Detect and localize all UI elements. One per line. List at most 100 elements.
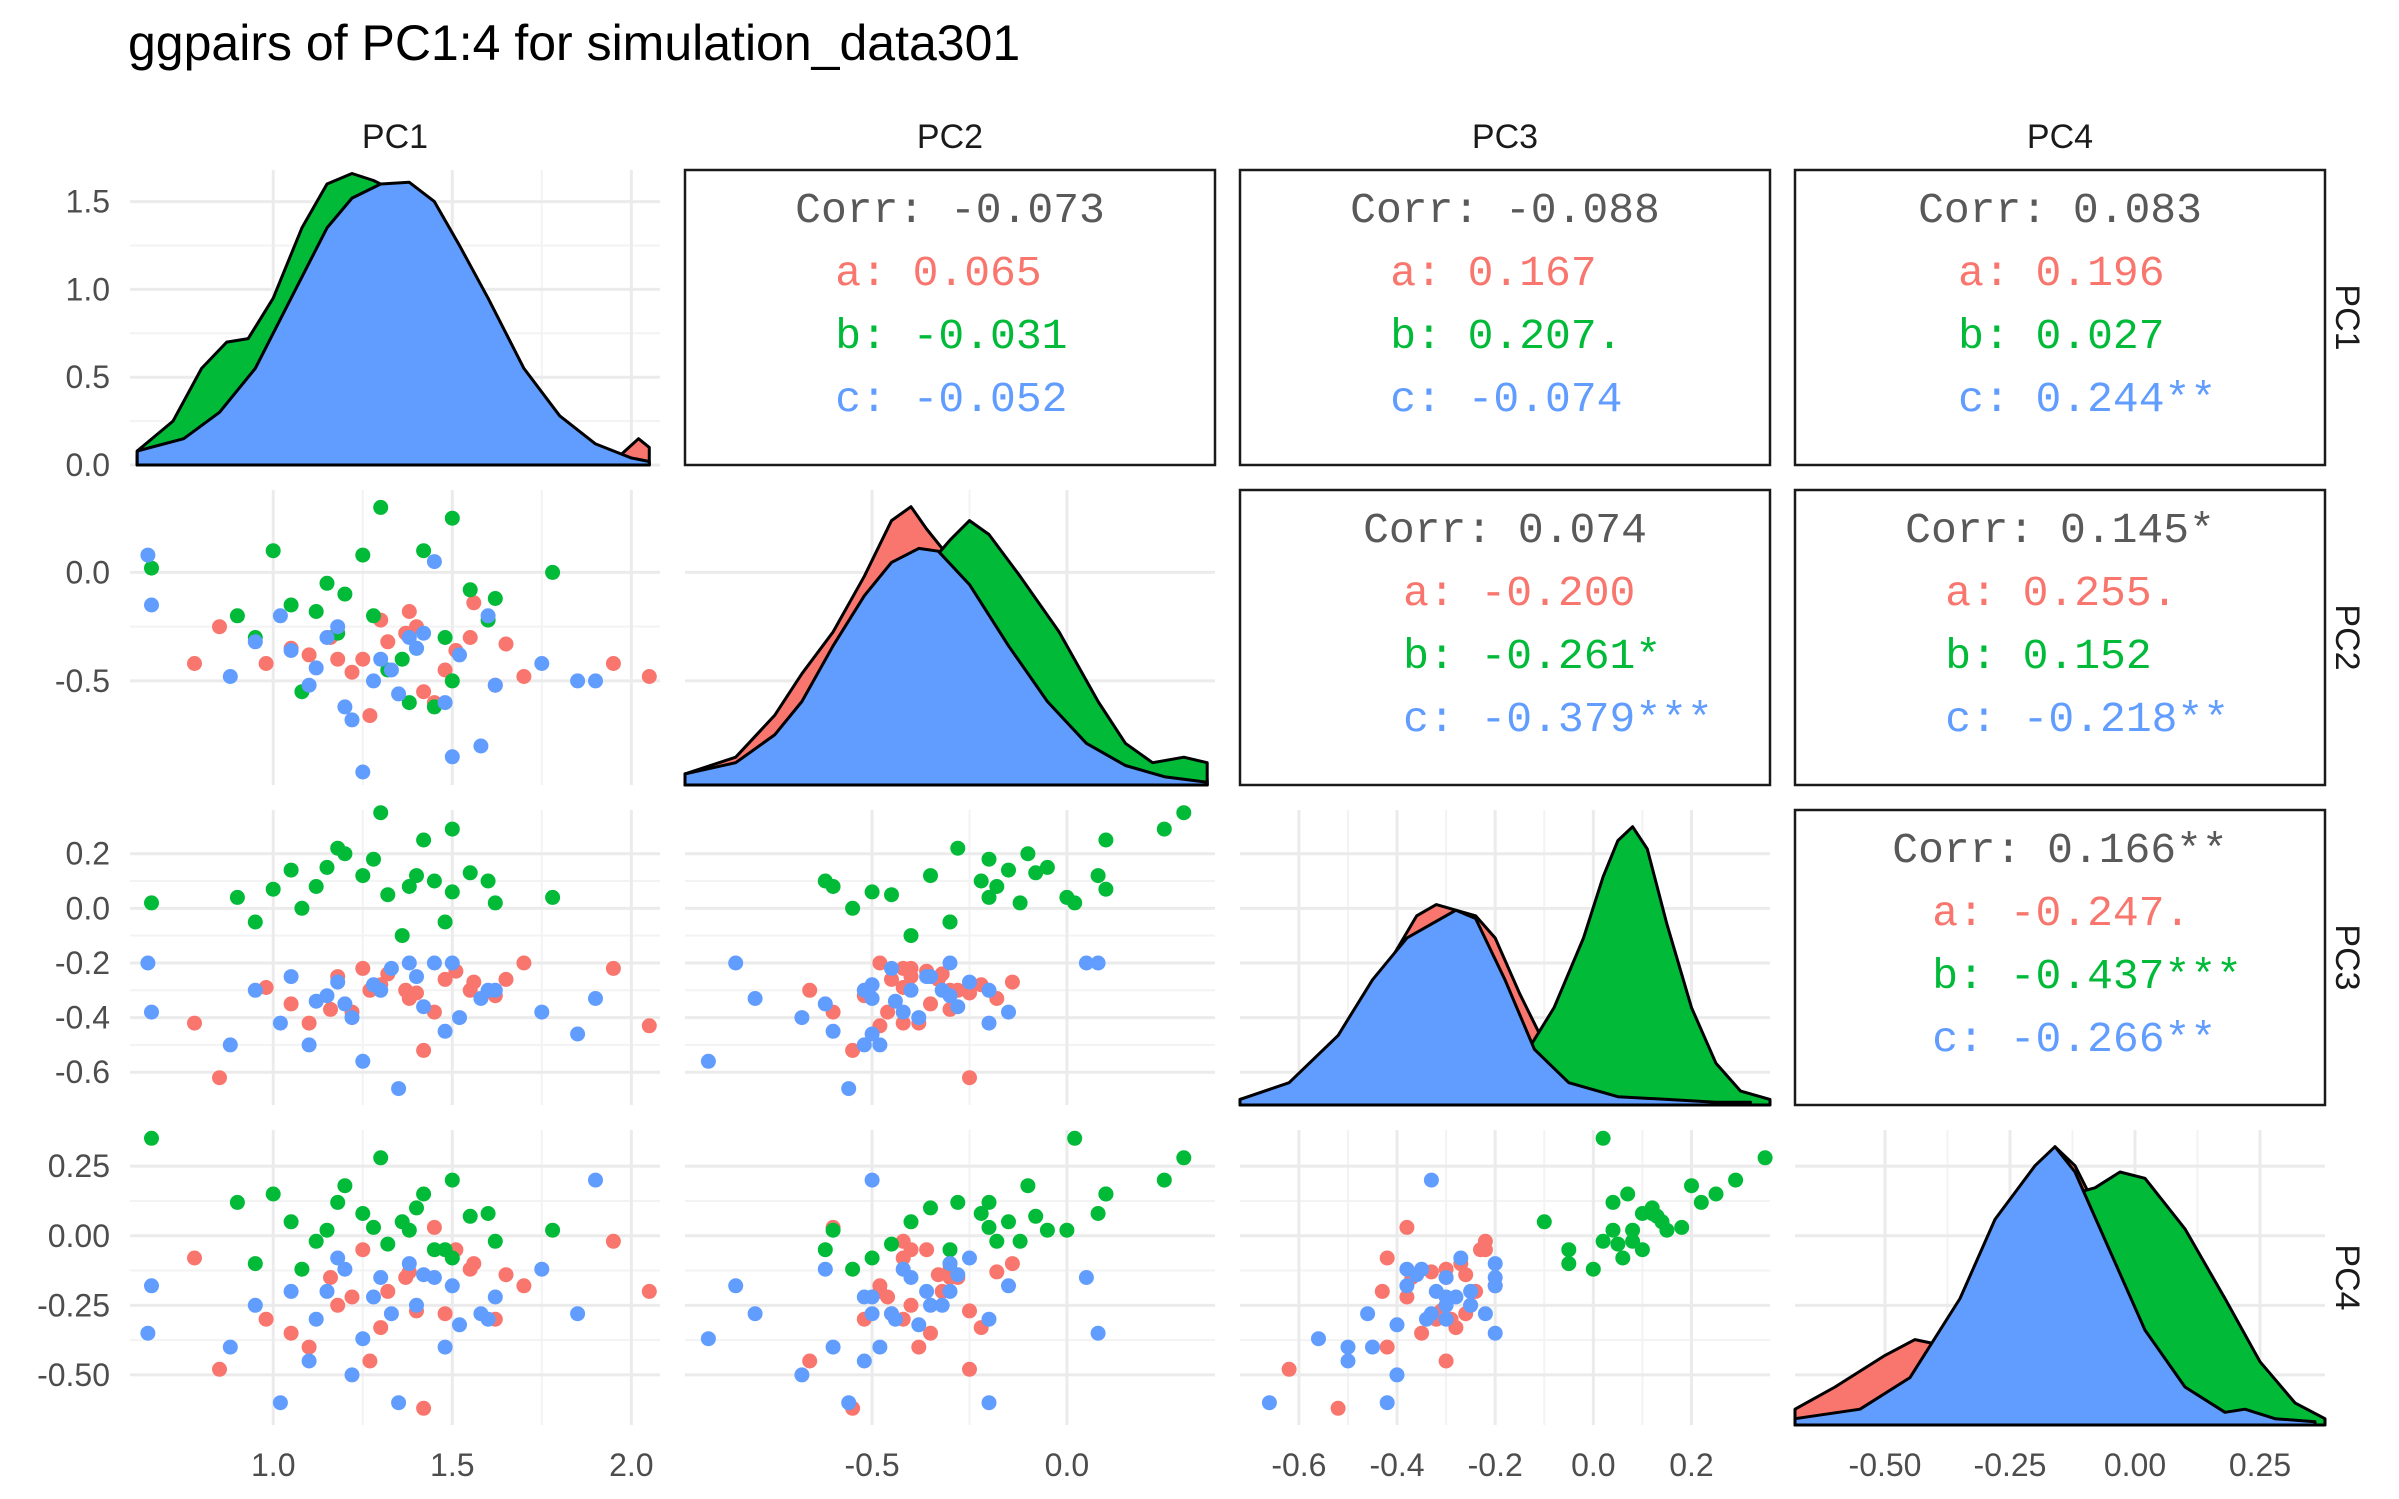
point-PC4-PC3-b xyxy=(1620,1186,1636,1202)
point-PC3-PC2-a xyxy=(962,985,977,1001)
point-PC4-PC2-c xyxy=(981,1395,997,1411)
point-PC4-PC1-b xyxy=(144,1130,159,1146)
point-PC4-PC1-b xyxy=(462,1208,478,1224)
point-PC4-PC2-c xyxy=(923,1297,938,1313)
point-PC3-PC2-b xyxy=(1156,821,1172,837)
point-PC4-PC2-b xyxy=(950,1194,966,1210)
panel-grid-PC2-PC1 xyxy=(130,490,660,785)
point-PC4-PC3-b xyxy=(1625,1233,1641,1249)
point-PC4-PC1-a xyxy=(416,1400,432,1416)
point-PC4-PC3-a xyxy=(1379,1339,1395,1355)
point-PC2-PC1-c xyxy=(344,712,360,728)
point-PC4-PC3-a xyxy=(1374,1283,1390,1299)
point-PC2-PC1-c xyxy=(140,547,156,563)
point-PC4-PC1-c xyxy=(401,1256,417,1272)
point-PC3-PC2-b xyxy=(825,879,841,894)
point-PC4-PC2-a xyxy=(923,1325,938,1341)
point-PC4-PC1-c xyxy=(222,1339,238,1355)
point-PC3-PC1-c xyxy=(570,1026,586,1042)
corr-text-PC1-PC3-c: c: -0.074 xyxy=(1390,375,1622,424)
corr-text-PC3-PC4-overall: Corr: 0.166** xyxy=(1892,826,2227,875)
point-PC4-PC3-c xyxy=(1423,1172,1439,1188)
point-PC3-PC1-b xyxy=(355,868,371,884)
point-PC3-PC1-a xyxy=(641,1018,657,1034)
point-PC3-PC2-c xyxy=(1078,955,1094,971)
point-PC3-PC2-b xyxy=(864,884,880,900)
y-tick-PC2: 0.0 xyxy=(66,554,110,590)
point-PC2-PC1-a xyxy=(466,595,482,611)
point-PC2-PC1-c xyxy=(437,695,453,711)
point-PC2-PC1-a xyxy=(330,651,346,667)
point-PC2-PC1-c xyxy=(409,640,424,656)
point-PC4-PC1-c xyxy=(437,1339,453,1355)
point-PC2-PC1-a xyxy=(462,630,478,645)
point-PC3-PC1-c xyxy=(301,1037,317,1053)
point-PC4-PC1-c xyxy=(588,1172,603,1188)
corr-text-PC2-PC3-c: c: -0.379*** xyxy=(1403,695,1713,744)
point-PC2-PC1-b xyxy=(373,499,389,515)
point-PC4-PC2-b xyxy=(903,1214,919,1230)
point-PC2-PC1-b xyxy=(144,560,159,576)
point-PC3-PC2-a xyxy=(895,1015,911,1031)
point-PC2-PC1-c xyxy=(283,643,299,658)
point-PC2-PC1-c xyxy=(452,647,467,663)
point-PC4-PC1-c xyxy=(140,1325,156,1341)
y-tick-density: 0.0 xyxy=(66,447,110,483)
point-PC3-PC2-b xyxy=(1098,881,1114,897)
point-PC4-PC1-a xyxy=(258,1311,274,1327)
point-PC4-PC2-c xyxy=(942,1283,958,1299)
point-PC4-PC2-a xyxy=(911,1339,927,1355)
point-PC3-PC2-c xyxy=(911,1010,927,1026)
point-PC3-PC1-a xyxy=(466,974,482,990)
point-PC4-PC1-b xyxy=(480,1206,496,1221)
point-PC3-PC1-c xyxy=(444,955,460,971)
point-PC4-PC1-c xyxy=(308,1311,324,1327)
point-PC4-PC3-b xyxy=(1728,1172,1744,1188)
point-PC3-PC1-a xyxy=(516,955,532,971)
point-PC3-PC2-b xyxy=(923,868,938,884)
point-PC3-PC1-a xyxy=(301,1015,317,1031)
point-PC2-PC1-c xyxy=(480,608,496,624)
point-PC3-PC1-c xyxy=(452,1010,467,1026)
point-PC2-PC1-c xyxy=(383,662,399,678)
point-PC4-PC2-b xyxy=(884,1236,899,1252)
point-PC4-PC1-a xyxy=(355,1242,371,1258)
point-PC4-PC3-c xyxy=(1438,1311,1454,1327)
point-PC3-PC2-c xyxy=(950,999,966,1015)
point-PC4-PC2-b xyxy=(1012,1233,1028,1249)
point-PC3-PC2-b xyxy=(884,887,899,903)
point-PC3-PC2-b xyxy=(1176,805,1192,821)
y-tick-PC4: 0.25 xyxy=(48,1148,110,1184)
point-PC3-PC2-a xyxy=(923,996,938,1012)
point-PC2-PC1-c xyxy=(308,660,324,676)
point-PC3-PC2-c xyxy=(728,955,744,971)
point-PC4-PC3-b xyxy=(1595,1130,1611,1146)
point-PC3-PC1-c xyxy=(383,960,399,976)
point-PC4-PC1-b xyxy=(330,1194,346,1210)
corr-text-PC1-PC3-overall: Corr: -0.088 xyxy=(1350,186,1660,235)
point-PC3-PC2-b xyxy=(1012,895,1028,911)
point-PC4-PC2-c xyxy=(919,1283,935,1299)
point-PC2-PC1-c xyxy=(373,651,389,667)
point-PC4-PC2-b xyxy=(1001,1214,1016,1230)
point-PC3-PC1-b xyxy=(416,832,432,848)
point-PC4-PC2-a xyxy=(989,1264,1005,1280)
point-PC3-PC2-b xyxy=(1059,889,1075,905)
point-PC4-PC2-a xyxy=(895,1233,911,1249)
point-PC4-PC1-c xyxy=(283,1283,299,1299)
corr-text-PC2-PC4-overall: Corr: 0.145* xyxy=(1905,506,2215,555)
point-PC3-PC1-b xyxy=(401,879,417,894)
point-PC4-PC2-a xyxy=(962,1303,977,1319)
corr-panel-PC1-PC2 xyxy=(683,168,1217,467)
point-PC3-PC1-b xyxy=(366,851,381,867)
point-PC2-PC1-b xyxy=(401,695,417,711)
point-PC4-PC3-a xyxy=(1414,1325,1430,1341)
point-PC4-PC1-c xyxy=(452,1317,467,1333)
point-PC4-PC3-c xyxy=(1487,1270,1503,1285)
point-PC3-PC2-c xyxy=(1090,955,1106,971)
point-PC3-PC2-a xyxy=(884,971,899,987)
point-PC4-PC1-b xyxy=(487,1233,503,1249)
point-PC2-PC1-c xyxy=(144,597,159,613)
point-PC4-PC3-b xyxy=(1654,1214,1670,1230)
y-tick-PC4: -0.50 xyxy=(37,1357,110,1393)
